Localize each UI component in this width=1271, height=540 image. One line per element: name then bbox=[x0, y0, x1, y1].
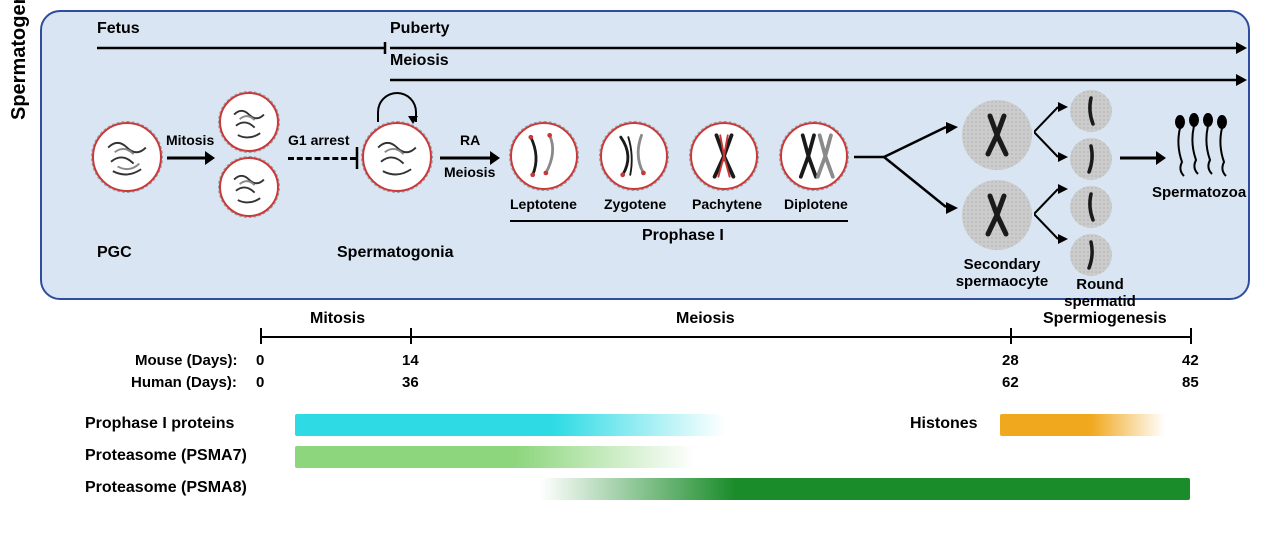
prophase-underline bbox=[510, 218, 848, 224]
g1-arrest-dash bbox=[288, 157, 356, 160]
meiosis-header-label: Meiosis bbox=[390, 52, 449, 70]
mitosis-arrow-label: Mitosis bbox=[166, 132, 214, 148]
chromatin-icon bbox=[364, 124, 430, 190]
g1-arrest-label: G1 arrest bbox=[288, 132, 349, 148]
spermatozoa-icon bbox=[1168, 110, 1236, 178]
ra-meiosis-label: Meiosis bbox=[444, 164, 495, 180]
human-val-1: 36 bbox=[402, 374, 419, 391]
tick-2 bbox=[1010, 328, 1012, 344]
diagram-title: Spermatogenesis bbox=[8, 0, 31, 120]
secondary-spermatocyte-bottom bbox=[962, 180, 1032, 250]
chromatin-icon bbox=[221, 159, 277, 215]
fork-bottom bbox=[1034, 174, 1068, 254]
pachytene-cell bbox=[690, 122, 758, 190]
puberty-label: Puberty bbox=[390, 20, 450, 38]
fork-top bbox=[1034, 92, 1068, 172]
diplotene-label: Diplotene bbox=[784, 196, 848, 212]
fork-to-secondary bbox=[854, 112, 958, 222]
puberty-arrow bbox=[390, 42, 1247, 54]
fetus-label: Fetus bbox=[97, 20, 140, 38]
mouse-row-label: Mouse (Days): bbox=[135, 352, 238, 369]
mouse-val-3: 42 bbox=[1182, 352, 1199, 369]
x-chromosome-icon bbox=[962, 100, 1032, 170]
ra-label: RA bbox=[460, 132, 480, 148]
human-val-3: 85 bbox=[1182, 374, 1199, 391]
timeline-axis bbox=[260, 336, 1190, 338]
bar-label-prophase-proteins: Prophase I proteins bbox=[85, 415, 234, 433]
leptotene-label: Leptotene bbox=[510, 196, 577, 212]
tick-1 bbox=[410, 328, 412, 344]
round-spermatid-1 bbox=[1070, 90, 1112, 132]
tick-3 bbox=[1190, 328, 1192, 344]
chromatin-icon bbox=[221, 94, 277, 150]
spermatogonia-label: Spermatogonia bbox=[337, 244, 453, 262]
zygotene-label: Zygotene bbox=[604, 196, 666, 212]
zygotene-chrom-icon bbox=[602, 124, 666, 188]
bar-label-psma8: Proteasome (PSMA8) bbox=[85, 479, 247, 497]
secondary-spermatocyte-label: Secondary spermaocyte bbox=[952, 257, 1052, 290]
human-val-2: 62 bbox=[1002, 374, 1019, 391]
mouse-val-1: 14 bbox=[402, 352, 419, 369]
round-spermatid-2 bbox=[1070, 138, 1112, 180]
bar-histones bbox=[1000, 414, 1165, 436]
to-spermatozoa-arrow bbox=[1120, 151, 1166, 165]
tick-0 bbox=[260, 328, 262, 344]
diplotene-chrom-icon bbox=[782, 124, 846, 188]
leptotene-cell bbox=[510, 122, 578, 190]
prophase-label: Prophase I bbox=[642, 227, 724, 245]
mouse-val-0: 0 bbox=[256, 352, 264, 369]
zygotene-cell bbox=[600, 122, 668, 190]
timeline-seg-meiosis: Meiosis bbox=[676, 310, 735, 328]
ra-arrow bbox=[440, 151, 500, 165]
leptotene-chrom-icon bbox=[512, 124, 576, 188]
round-spermatid-label: Round spermatid bbox=[1060, 277, 1140, 310]
mitosis-cell-bottom bbox=[219, 157, 279, 217]
bar-prophase-proteins bbox=[295, 414, 725, 436]
human-row-label: Human (Days): bbox=[131, 374, 237, 391]
bar-psma8 bbox=[540, 478, 1190, 500]
meiosis-arrow bbox=[390, 74, 1247, 86]
timeline-seg-spermiogenesis: Spermiogenesis bbox=[1043, 310, 1167, 328]
human-val-0: 0 bbox=[256, 374, 264, 391]
fetus-bar bbox=[97, 42, 391, 54]
pachytene-label: Pachytene bbox=[692, 196, 762, 212]
x-chromosome-icon bbox=[962, 180, 1032, 250]
bar-label-psma7: Proteasome (PSMA7) bbox=[85, 447, 247, 465]
bar-psma7 bbox=[295, 446, 695, 468]
mitosis-cell-top bbox=[219, 92, 279, 152]
chromatin-icon bbox=[94, 124, 160, 190]
spermatogonia-cell bbox=[362, 122, 432, 192]
mitosis-arrow bbox=[167, 151, 215, 165]
spermatozoa-label: Spermatozoa bbox=[1152, 184, 1246, 201]
pgc-cell bbox=[92, 122, 162, 192]
round-spermatid-4 bbox=[1070, 234, 1112, 276]
self-renewal-loop-icon bbox=[377, 92, 417, 122]
spermatogenesis-panel: Fetus Puberty Meiosis PGC Mitosis bbox=[40, 10, 1250, 300]
bar-label-histones: Histones bbox=[910, 415, 978, 433]
pachytene-chrom-icon bbox=[692, 124, 756, 188]
timeline-seg-mitosis: Mitosis bbox=[310, 310, 365, 328]
pgc-label: PGC bbox=[97, 244, 132, 262]
secondary-spermatocyte-top bbox=[962, 100, 1032, 170]
diplotene-cell bbox=[780, 122, 848, 190]
round-spermatid-3 bbox=[1070, 186, 1112, 228]
mouse-val-2: 28 bbox=[1002, 352, 1019, 369]
